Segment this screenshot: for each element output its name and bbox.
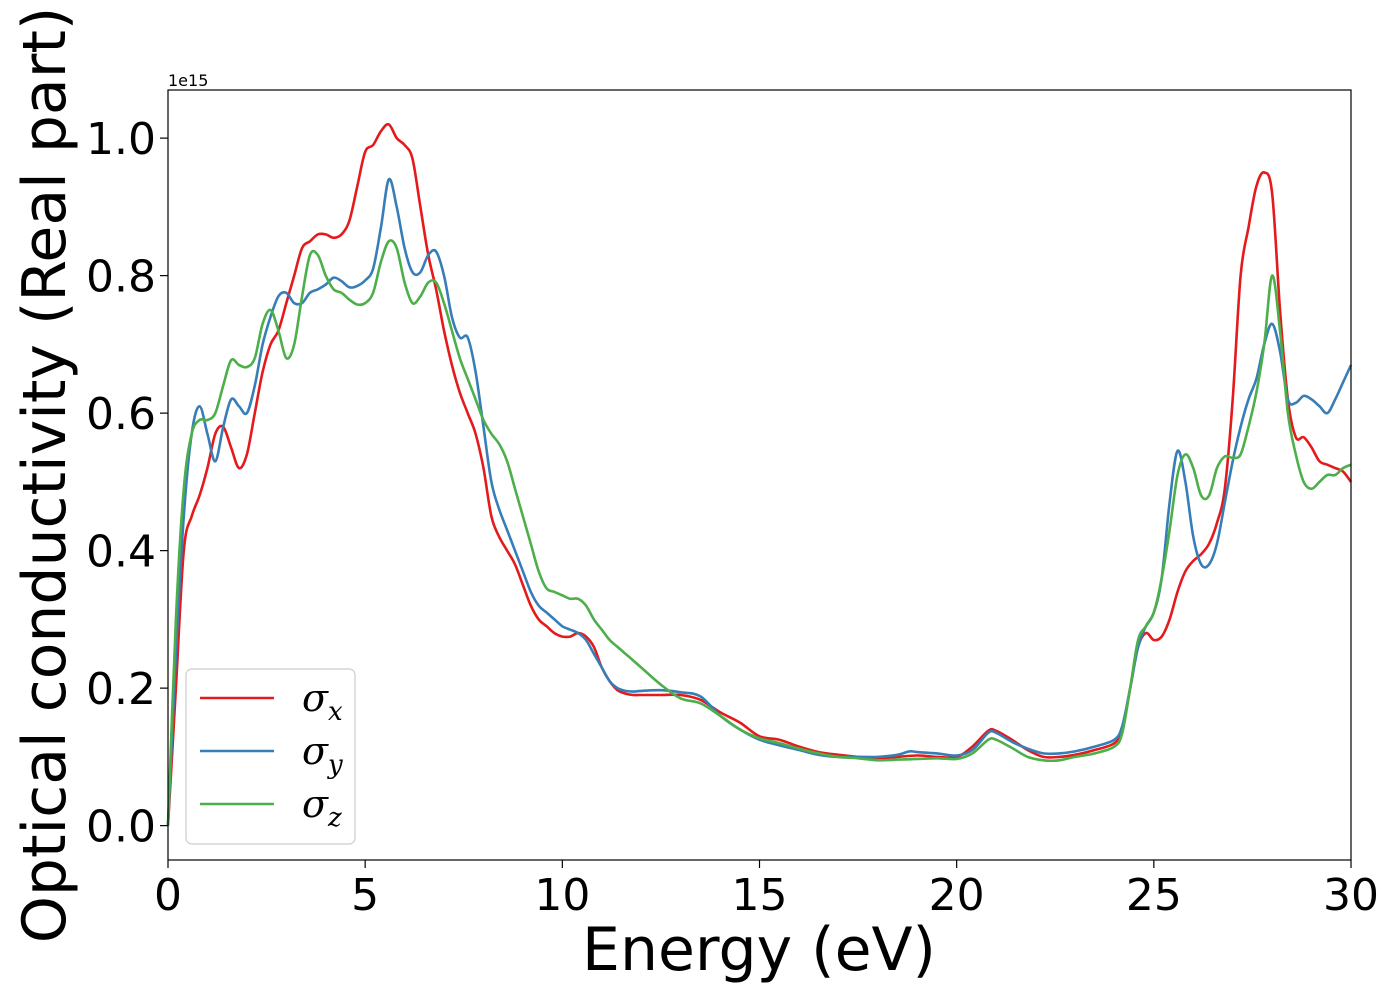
y-tick-label: 1.0: [86, 114, 156, 165]
x-tick-label: 15: [732, 870, 788, 921]
legend-label-1: σy: [302, 729, 343, 780]
y-tick-label: 0.8: [86, 252, 156, 303]
x-axis-ticks: 0 5 10 15 20 25 30: [154, 860, 1379, 921]
x-tick-label: 30: [1323, 870, 1379, 921]
legend-label-0: σx: [302, 676, 343, 727]
x-tick-label: 25: [1126, 870, 1182, 921]
series-layer: [166, 122, 1353, 826]
x-tick-label: 0: [154, 870, 182, 921]
y-offset-label: 1e15: [168, 71, 208, 90]
plot-area: [168, 90, 1351, 860]
series-line-0: [166, 122, 1353, 826]
y-axis-ticks: 0.0 0.2 0.4 0.6 0.8 1.0: [86, 114, 168, 853]
legend-frame: [185, 668, 356, 845]
series-line-1: [166, 177, 1353, 826]
x-tick-label: 10: [534, 870, 590, 921]
y-axis-title: Optical conductivity (Real part): [10, 7, 80, 944]
series-line-2: [166, 239, 1352, 826]
legend-label-2: σz: [302, 782, 342, 833]
x-axis-title: Energy (eV): [582, 915, 936, 985]
y-tick-label: 0.2: [86, 664, 156, 715]
y-tick-label: 0.4: [86, 527, 156, 578]
x-tick-label: 5: [351, 870, 379, 921]
y-tick-label: 0.6: [86, 389, 156, 440]
y-tick-label: 0.0: [86, 802, 156, 853]
x-tick-label: 20: [929, 870, 985, 921]
